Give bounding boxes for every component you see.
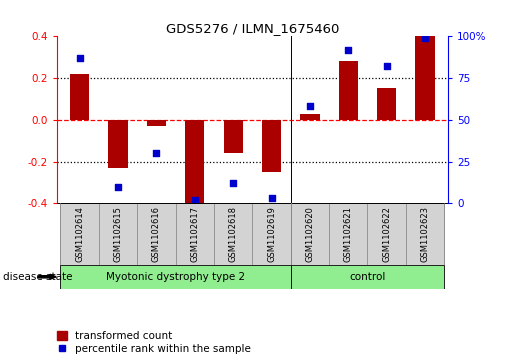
- Bar: [60, 203, 99, 265]
- Bar: [147, 120, 166, 126]
- Point: [306, 103, 314, 109]
- Text: GSM1102619: GSM1102619: [267, 206, 276, 262]
- Text: GSM1102617: GSM1102617: [190, 206, 199, 262]
- Text: Myotonic dystrophy type 2: Myotonic dystrophy type 2: [106, 272, 245, 282]
- Text: control: control: [349, 272, 386, 282]
- Bar: [262, 120, 281, 172]
- Bar: [416, 36, 435, 120]
- Point: [114, 184, 122, 189]
- Text: disease state: disease state: [3, 272, 72, 282]
- Text: GSM1102621: GSM1102621: [344, 206, 353, 262]
- Text: GSM1102616: GSM1102616: [152, 206, 161, 262]
- Text: GSM1102618: GSM1102618: [229, 206, 237, 262]
- Point: [76, 55, 84, 61]
- Point: [267, 195, 276, 201]
- Point: [229, 180, 237, 186]
- Point: [344, 47, 352, 53]
- Bar: [291, 265, 444, 289]
- Bar: [339, 61, 358, 120]
- Point: [191, 197, 199, 203]
- Point: [383, 64, 391, 69]
- Text: GSM1102620: GSM1102620: [305, 206, 315, 262]
- Title: GDS5276 / ILMN_1675460: GDS5276 / ILMN_1675460: [166, 22, 339, 35]
- Bar: [329, 203, 368, 265]
- Bar: [224, 120, 243, 153]
- Bar: [406, 203, 444, 265]
- Bar: [291, 203, 329, 265]
- Text: GSM1102615: GSM1102615: [113, 206, 123, 262]
- Bar: [60, 265, 291, 289]
- Bar: [185, 120, 204, 207]
- Text: GSM1102623: GSM1102623: [421, 206, 430, 262]
- Bar: [70, 74, 89, 120]
- Text: GSM1102614: GSM1102614: [75, 206, 84, 262]
- Bar: [300, 114, 319, 120]
- Text: GSM1102622: GSM1102622: [382, 206, 391, 262]
- Bar: [137, 203, 176, 265]
- Point: [152, 150, 161, 156]
- Bar: [214, 203, 252, 265]
- Bar: [252, 203, 291, 265]
- Bar: [377, 89, 396, 120]
- Bar: [176, 203, 214, 265]
- Legend: transformed count, percentile rank within the sample: transformed count, percentile rank withi…: [57, 331, 251, 354]
- Point: [421, 35, 429, 41]
- Bar: [99, 203, 137, 265]
- Bar: [109, 120, 128, 168]
- Bar: [368, 203, 406, 265]
